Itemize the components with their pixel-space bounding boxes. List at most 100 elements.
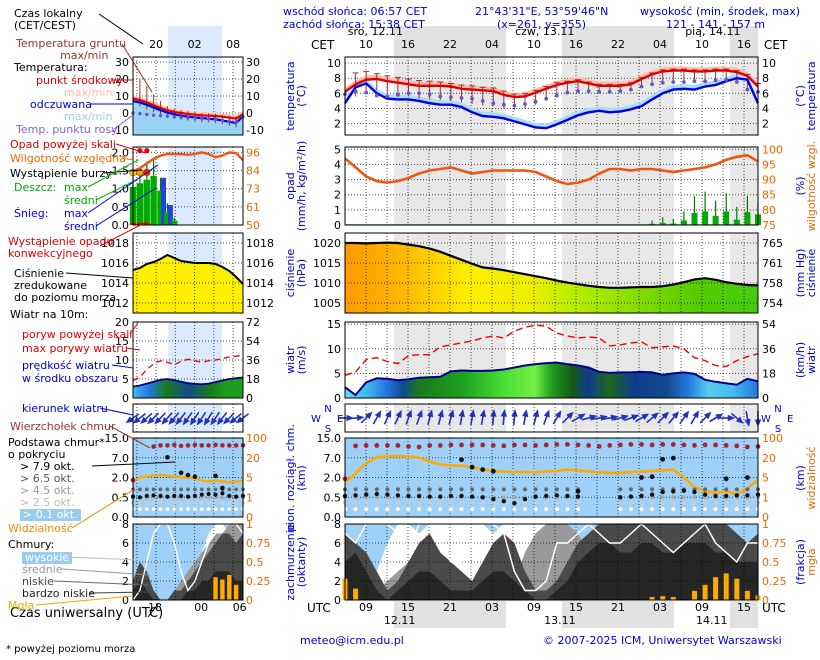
svg-text:758: 758 (762, 277, 783, 290)
altitude-values: 121 - 141 - 157 m (666, 18, 766, 31)
svg-text:0.5: 0.5 (246, 556, 264, 569)
svg-text:4: 4 (122, 556, 129, 569)
hour-label-cet: 10 (359, 38, 373, 51)
hour-label-cet: 16 (569, 38, 583, 51)
chart-panel-pressure-main: 1005 1010 1015 1020 754 758 761 765 (313, 232, 783, 314)
svg-text:3: 3 (334, 174, 341, 187)
svg-text:0.75: 0.75 (762, 537, 787, 550)
svg-text:0: 0 (762, 392, 769, 405)
svg-text:2: 2 (334, 189, 341, 202)
svg-text:0: 0 (334, 219, 341, 232)
svg-text:10: 10 (246, 90, 260, 103)
grid-coordinates: (x=261, y=355) (497, 18, 587, 31)
svg-text:90: 90 (762, 174, 776, 187)
legend-label: Temperatura gruntu (16, 37, 127, 50)
copyright: © 2007-2025 ICM, Uniwersytet Warszawski (543, 634, 782, 647)
hour-label-utc: 09 (695, 601, 709, 614)
svg-text:100: 100 (762, 432, 783, 445)
svg-text:4: 4 (334, 103, 341, 116)
chart-panel-cloud-extent-main: 0.0 0.5 2.0 7.0 15.0 0 1 5 20 100 (317, 432, 784, 524)
axis-title-opad-r: (%) wilgotność wzgl. (794, 140, 818, 232)
day-label: czw, 13.11 (515, 25, 575, 38)
svg-text:10: 10 (115, 354, 129, 367)
svg-text:2: 2 (334, 575, 341, 588)
axis-title-cext-l: pion. rozciągł. chm. (km) (284, 423, 308, 532)
axis-title-ccov-r: (frakcja) mgła (794, 539, 818, 585)
utc-label-right: UTC (762, 601, 786, 615)
legend-label: Czas lokalny (14, 7, 83, 20)
mini-hour-label-bottom: 06 (232, 601, 247, 614)
svg-text:20: 20 (246, 452, 260, 465)
legend-label: Podstawa chmur* (8, 436, 105, 449)
chart-panel-temperature-main: 2 4 6 8 10 2 4 6 8 10 (327, 56, 776, 136)
svg-text:10: 10 (327, 57, 341, 70)
legend-label: o pokryciu (8, 448, 66, 461)
svg-text:1016: 1016 (101, 257, 129, 270)
svg-text:1018: 1018 (246, 237, 274, 250)
legend-label: Mgła (8, 599, 35, 612)
axis-title-cext-r: (km) widzialność (794, 445, 818, 510)
svg-text:1014: 1014 (101, 277, 129, 290)
legend-label: max (64, 181, 88, 194)
mini-hour-label-bottom: 00 (194, 601, 209, 614)
svg-text:6: 6 (122, 537, 129, 550)
svg-text:30: 30 (115, 56, 129, 69)
svg-text:84: 84 (246, 165, 260, 178)
legend-label: > 6.5 okt. (20, 472, 75, 485)
svg-text:1: 1 (246, 491, 253, 504)
axis-title-pres-l: ciśnienie (hPa) (284, 248, 308, 298)
svg-text:95: 95 (762, 158, 776, 171)
svg-text:54: 54 (246, 335, 260, 348)
legend-label: średni (64, 220, 98, 233)
svg-text:2: 2 (762, 118, 769, 131)
svg-text:75: 75 (762, 219, 776, 232)
svg-text:15: 15 (115, 335, 129, 348)
legend-label: średnie (22, 563, 63, 576)
svg-text:0: 0 (334, 594, 341, 607)
svg-text:0: 0 (246, 392, 253, 405)
svg-text:1005: 1005 (313, 297, 341, 310)
svg-text:6: 6 (762, 87, 769, 100)
svg-text:0: 0 (246, 107, 253, 120)
svg-text:0.5: 0.5 (112, 491, 130, 504)
legend-label: kierunek wiatru (22, 402, 108, 415)
legend-label: Temperatura: (14, 61, 88, 74)
legend-label: prędkość wiatru (22, 359, 110, 372)
chart-panel-precipitation-main: 0 1 2 3 4 5 75 80 85 90 95 100 (334, 143, 783, 232)
axis-title-temp-r: (°C) temperatura (794, 61, 818, 131)
axis-title-opad-l: opad (mm/h, kg/m²/h) (284, 140, 308, 232)
hour-label-cet: 04 (653, 38, 667, 51)
legend-label: Wystąpienie opadu (8, 235, 114, 248)
legend-label: niskie (22, 575, 54, 588)
legend-label: Wierzchołek chmur (10, 420, 116, 433)
svg-text:5: 5 (762, 472, 769, 485)
date-label: 12.11 (383, 614, 416, 627)
chart-panel-wind-mini: 0 5 10 15 20 0 18 36 54 72 (115, 316, 260, 405)
svg-text:96: 96 (246, 146, 260, 159)
legend-label: Chmury: (8, 538, 55, 551)
legend-label: > 7.9 okt. (20, 460, 75, 473)
svg-text:4: 4 (334, 556, 341, 569)
svg-text:0.0: 0.0 (324, 511, 342, 524)
svg-text:4: 4 (334, 158, 341, 171)
svg-text:1014: 1014 (246, 277, 274, 290)
day-label: śro, 12.11 (347, 25, 404, 38)
axis-title-pres-r: (mm Hg) ciśnienie (794, 248, 818, 298)
legend-label: > 0.1 okt. (20, 509, 81, 521)
svg-text:2.0: 2.0 (324, 472, 342, 485)
svg-text:7.0: 7.0 (324, 452, 342, 465)
svg-text:85: 85 (762, 189, 776, 202)
svg-text:20: 20 (246, 73, 260, 86)
sunset-time: zachód słońca: 15:38 CET (283, 18, 425, 31)
chart-panel-cloud-cover-main: 0 2 4 6 8 0 0.25 0.5 0.75 1 (334, 518, 787, 607)
svg-text:6: 6 (334, 87, 341, 100)
axis-title-wind-r: (km/h) wiatr (794, 341, 818, 379)
legend-label: max (64, 207, 88, 220)
svg-text:18: 18 (246, 373, 260, 386)
svg-text:1: 1 (762, 518, 769, 531)
svg-text:0.25: 0.25 (246, 575, 271, 588)
svg-text:15: 15 (327, 318, 341, 331)
hour-label-utc: 03 (653, 601, 667, 614)
svg-text:36: 36 (246, 354, 260, 367)
night-band-footer (562, 601, 674, 628)
